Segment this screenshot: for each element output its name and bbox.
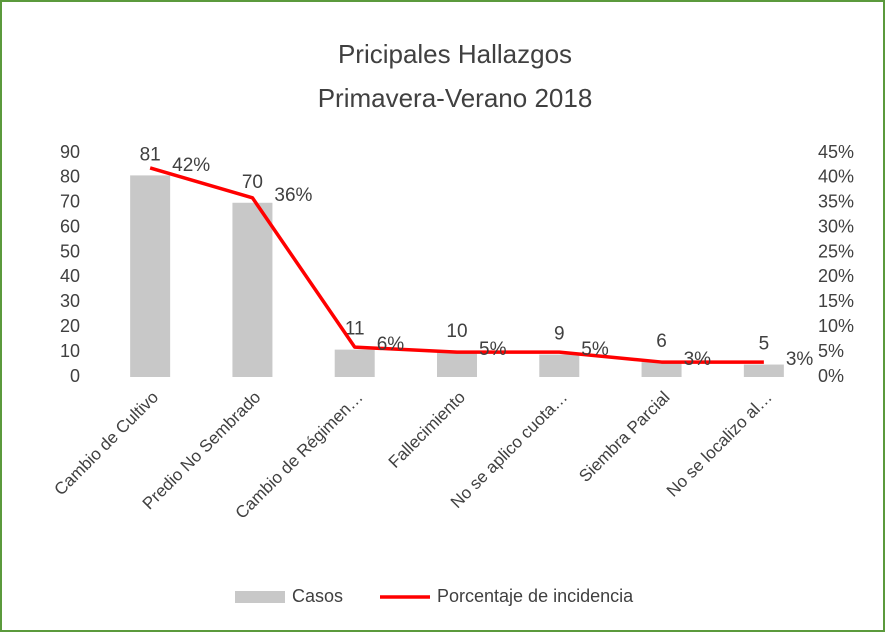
bar-value-label: 5 bbox=[759, 334, 770, 355]
y-tick-label: 60 bbox=[60, 216, 80, 236]
bar bbox=[641, 362, 682, 377]
bar-value-label: 70 bbox=[242, 172, 263, 193]
y-tick-label: 10 bbox=[60, 341, 80, 361]
y2-tick-label: 25% bbox=[818, 241, 854, 261]
y-tick-label: 0 bbox=[70, 366, 80, 386]
bar bbox=[130, 175, 171, 377]
y2-tick-label: 15% bbox=[818, 291, 854, 311]
bar-value-label: 81 bbox=[140, 144, 161, 165]
bar bbox=[539, 354, 580, 377]
legend-swatch bbox=[235, 591, 285, 603]
y-tick-label: 90 bbox=[60, 142, 80, 162]
y-tick-label: 30 bbox=[60, 291, 80, 311]
y-tick-label: 40 bbox=[60, 266, 80, 286]
line-value-label: 5% bbox=[581, 339, 609, 360]
bar-value-label: 11 bbox=[345, 319, 365, 340]
bar-value-label: 9 bbox=[554, 324, 565, 345]
bar bbox=[437, 352, 477, 377]
y2-tick-label: 30% bbox=[818, 216, 854, 236]
y2-tick-label: 45% bbox=[818, 142, 854, 162]
y2-tick-label: 35% bbox=[818, 192, 854, 212]
y2-tick-label: 20% bbox=[818, 266, 854, 286]
y2-tick-label: 10% bbox=[818, 316, 854, 336]
y2-tick-label: 40% bbox=[818, 167, 854, 187]
line-value-label: 3% bbox=[684, 349, 712, 370]
legend-label: Casos bbox=[292, 586, 343, 606]
y-tick-label: 50 bbox=[60, 241, 80, 261]
chart-title: Primavera-Verano 2018 bbox=[318, 83, 593, 113]
bar bbox=[232, 202, 273, 377]
chart-title: Pricipales Hallazgos bbox=[338, 39, 572, 69]
bar bbox=[743, 364, 784, 377]
bar-value-label: 6 bbox=[656, 331, 667, 352]
line bbox=[149, 166, 764, 364]
bar bbox=[334, 349, 375, 377]
y-tick-label: 20 bbox=[60, 316, 80, 336]
bar-value-label: 10 bbox=[446, 321, 467, 342]
line-value-label: 6% bbox=[377, 334, 405, 355]
y2-tick-label: 5% bbox=[818, 341, 844, 361]
y-tick-label: 70 bbox=[60, 192, 80, 212]
y-tick-label: 80 bbox=[60, 167, 80, 187]
line-value-label: 5% bbox=[479, 339, 507, 360]
y2-tick-label: 0% bbox=[818, 366, 844, 386]
line-value-label: 36% bbox=[274, 185, 312, 206]
line-value-label: 3% bbox=[786, 349, 814, 370]
legend-label: Porcentaje de incidencia bbox=[437, 586, 634, 606]
line-value-label: 42% bbox=[172, 155, 210, 176]
